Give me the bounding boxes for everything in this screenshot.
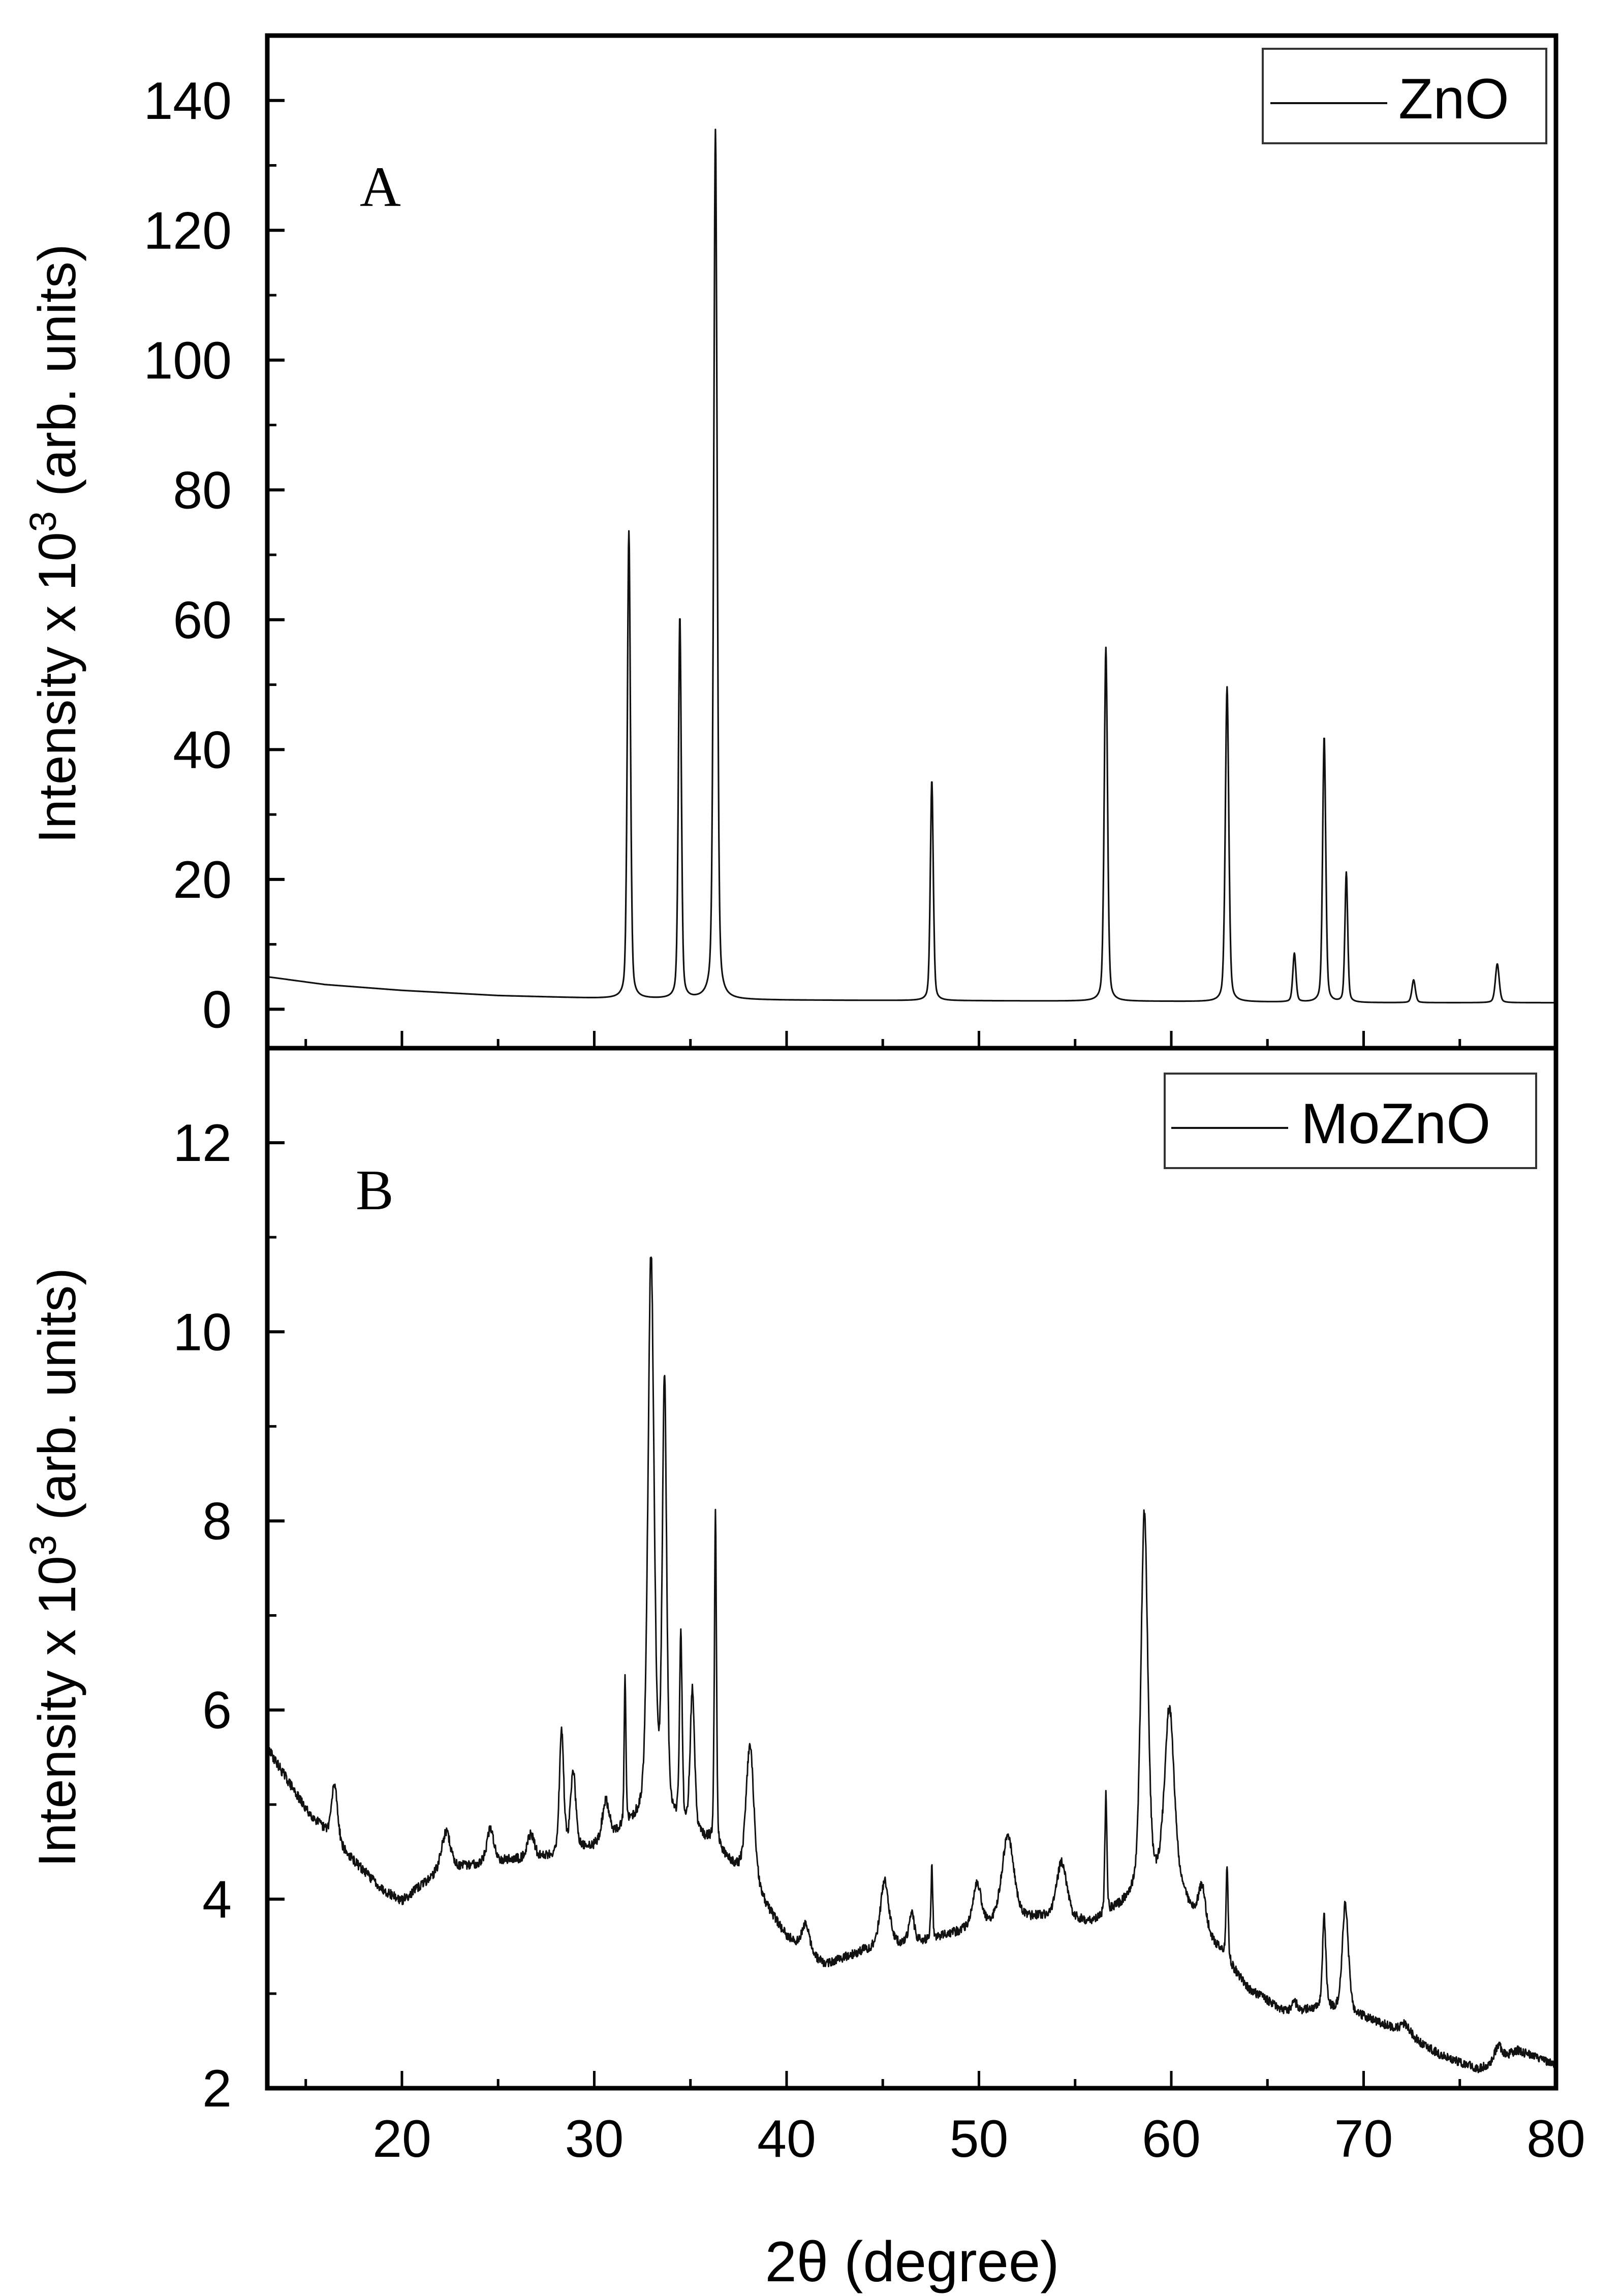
panel-a: 0 20 40 60 80 100 120 140 A ZnO Intensity x 103…: [22, 33, 1558, 1051]
x-tick-label: 50: [950, 2110, 1009, 2168]
x-tick-label: 80: [1526, 2110, 1585, 2168]
x-tick-label: 30: [565, 2110, 624, 2168]
y-tick-label: 100: [143, 331, 232, 390]
y-tick-label: 80: [173, 461, 232, 520]
legend-box-b: [1164, 1073, 1537, 1169]
y-tick-label: 6: [202, 1681, 232, 1740]
y-tick-label: 10: [173, 1303, 232, 1362]
mozno-xrd-trace: [267, 1256, 1556, 2073]
y-tick-label: 120: [143, 201, 232, 260]
y-tick-label: 140: [143, 72, 232, 131]
panel-a-letter: A: [360, 155, 401, 218]
y-tick-label: 2: [202, 2059, 232, 2118]
legend-label-a: ZnO: [1398, 67, 1509, 131]
x-axis: 20 30 40 50 60 70 80: [372, 2110, 1585, 2168]
panel-a-y-ticks: 0 20 40 60 80 100 120 140: [143, 72, 1557, 1048]
panel-b-legend: MoZnO: [1164, 1073, 1537, 1169]
y-tick-label: 0: [202, 980, 232, 1039]
y-tick-label: 4: [202, 1870, 232, 1929]
panel-b-ylabel: Intensity x 103 (arb. units): [22, 1268, 87, 1867]
x-axis-title: 2θ (degree): [765, 2230, 1059, 2293]
y-tick-label: 20: [173, 851, 232, 909]
panel-b-frame: [265, 1046, 1558, 2091]
y-tick-label: 40: [173, 720, 232, 779]
x-tick-label: 70: [1334, 2110, 1393, 2168]
y-tick-label: 12: [173, 1114, 232, 1173]
y-tick-label: 60: [173, 591, 232, 650]
x-tick-label: 20: [372, 2110, 431, 2168]
panel-b-y-ticks: 2 4 6 8 10 12: [173, 1114, 1557, 2118]
x-tick-label: 60: [1142, 2110, 1201, 2168]
panel-b: 2 4 6 8 10 12 B MoZnO Intensity x 103 (arb. u…: [22, 1046, 1558, 2118]
panel-a-ylabel: Intensity x 103 (arb. units): [22, 244, 87, 843]
y-tick-label: 8: [202, 1492, 232, 1551]
legend-box-a: [1262, 48, 1547, 144]
panel-b-letter: B: [356, 1159, 394, 1222]
panel-a-legend: ZnO: [1262, 48, 1547, 144]
legend-label-b: MoZnO: [1301, 1092, 1490, 1155]
panel-a-frame: [265, 33, 1558, 1051]
znO-xrd-trace: [267, 129, 1556, 1004]
x-tick-label: 40: [757, 2110, 816, 2168]
